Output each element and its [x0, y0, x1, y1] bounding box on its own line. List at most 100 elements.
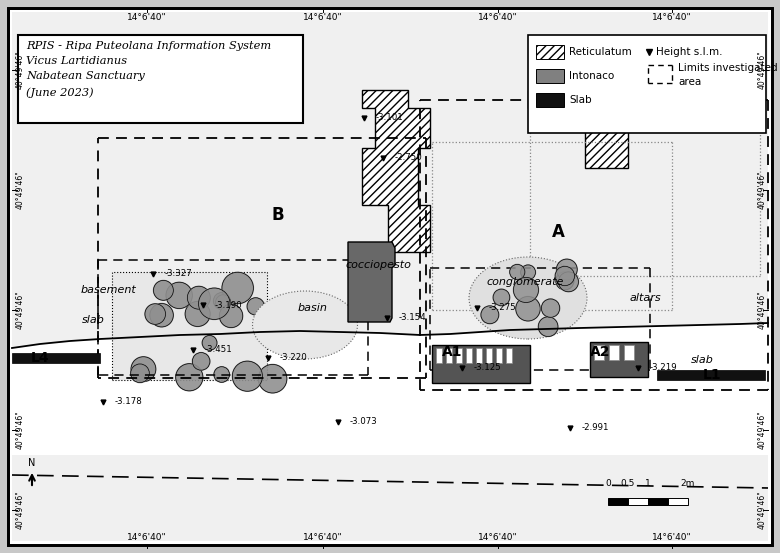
- Text: 0: 0: [605, 479, 611, 488]
- Text: -3.101: -3.101: [376, 113, 404, 123]
- Bar: [506, 348, 512, 363]
- Text: 14°6'40": 14°6'40": [478, 13, 518, 23]
- Circle shape: [131, 364, 149, 383]
- Text: 0.5: 0.5: [621, 479, 635, 488]
- Bar: [12, 353, 100, 363]
- Text: Height s.l.m.: Height s.l.m.: [656, 47, 722, 57]
- Circle shape: [187, 286, 211, 309]
- Polygon shape: [362, 90, 430, 252]
- Bar: [609, 345, 619, 360]
- Circle shape: [555, 267, 575, 286]
- Text: 14°6'40": 14°6'40": [303, 534, 343, 542]
- Bar: [436, 348, 442, 363]
- Ellipse shape: [253, 291, 357, 359]
- Circle shape: [202, 336, 217, 350]
- Text: B: B: [271, 206, 285, 224]
- Circle shape: [193, 353, 210, 370]
- Circle shape: [219, 304, 243, 327]
- Text: 40°49'46": 40°49'46": [16, 51, 24, 90]
- Text: Intonaco: Intonaco: [569, 71, 615, 81]
- Polygon shape: [348, 242, 395, 322]
- Text: conglomerate: conglomerate: [486, 277, 564, 287]
- Circle shape: [232, 361, 262, 391]
- Bar: [590, 342, 648, 377]
- Circle shape: [166, 282, 193, 309]
- Circle shape: [541, 299, 560, 317]
- Bar: [112, 272, 267, 380]
- Text: -3.219: -3.219: [650, 363, 678, 373]
- Bar: [536, 93, 564, 107]
- Bar: [594, 345, 604, 360]
- Text: 2m: 2m: [681, 479, 695, 488]
- Circle shape: [145, 304, 165, 325]
- Circle shape: [185, 301, 210, 326]
- Text: -3.220: -3.220: [280, 353, 308, 363]
- Bar: [668, 498, 688, 505]
- Bar: [496, 348, 502, 363]
- Text: 40°49'46": 40°49'46": [16, 491, 24, 529]
- Polygon shape: [12, 323, 768, 455]
- Circle shape: [222, 272, 254, 304]
- Text: Limits investigated
area: Limits investigated area: [678, 64, 778, 87]
- Text: N: N: [28, 458, 36, 468]
- Circle shape: [538, 317, 558, 337]
- Circle shape: [516, 296, 541, 321]
- Circle shape: [176, 364, 203, 391]
- Text: Slab: Slab: [569, 95, 591, 105]
- Text: 14°6'40": 14°6'40": [652, 534, 692, 542]
- Circle shape: [521, 265, 536, 280]
- Text: 40°49'46": 40°49'46": [757, 491, 767, 529]
- Bar: [624, 345, 634, 360]
- Text: A2: A2: [590, 345, 610, 359]
- Text: RPIS - Ripa Puteolana Information System
Vicus Lartidianus
Nabatean Sanctuary
(J: RPIS - Ripa Puteolana Information System…: [26, 41, 271, 97]
- Text: 40°49'46": 40°49'46": [16, 411, 24, 450]
- Text: 14°6'40": 14°6'40": [127, 534, 167, 542]
- Circle shape: [247, 298, 264, 315]
- Text: 40°49'46": 40°49'46": [16, 171, 24, 210]
- Bar: [466, 348, 472, 363]
- Circle shape: [513, 278, 538, 302]
- Text: -3.154: -3.154: [399, 314, 427, 322]
- Circle shape: [556, 259, 577, 280]
- Bar: [528, 35, 766, 133]
- Text: 14°6'40": 14°6'40": [127, 13, 167, 23]
- Text: -3.178: -3.178: [115, 398, 143, 406]
- Text: cocciopesto: cocciopesto: [345, 260, 411, 270]
- Text: 40°49'46": 40°49'46": [16, 291, 24, 330]
- Polygon shape: [528, 90, 628, 168]
- Circle shape: [558, 272, 579, 292]
- Circle shape: [509, 264, 525, 280]
- Text: 14°6'40": 14°6'40": [652, 13, 692, 23]
- Text: L4: L4: [30, 351, 49, 365]
- Text: slab: slab: [690, 355, 714, 365]
- Bar: [657, 370, 765, 380]
- Bar: [446, 348, 452, 363]
- Circle shape: [199, 288, 230, 320]
- Text: 40°49'46": 40°49'46": [757, 291, 767, 330]
- Bar: [456, 348, 462, 363]
- Text: -2.750: -2.750: [395, 154, 423, 163]
- Text: -2.991: -2.991: [582, 424, 609, 432]
- Circle shape: [214, 367, 229, 382]
- Bar: [486, 348, 492, 363]
- Text: 14°6'40": 14°6'40": [303, 13, 343, 23]
- Circle shape: [258, 364, 287, 393]
- Bar: [608, 498, 628, 505]
- Bar: [18, 35, 303, 123]
- Text: altars: altars: [629, 293, 661, 303]
- Text: 40°49'46": 40°49'46": [757, 171, 767, 210]
- Text: -3.327: -3.327: [165, 269, 193, 279]
- Text: 1: 1: [645, 479, 651, 488]
- Bar: [628, 498, 648, 505]
- Circle shape: [215, 295, 231, 310]
- Bar: [536, 69, 564, 83]
- Text: -3.190: -3.190: [215, 300, 243, 310]
- Text: A: A: [551, 223, 565, 241]
- Circle shape: [481, 306, 499, 324]
- Circle shape: [150, 304, 173, 327]
- Text: 40°49'46": 40°49'46": [757, 411, 767, 450]
- Text: basement: basement: [80, 285, 136, 295]
- Circle shape: [556, 272, 574, 290]
- Text: -3.073: -3.073: [350, 418, 378, 426]
- Text: A1: A1: [441, 345, 463, 359]
